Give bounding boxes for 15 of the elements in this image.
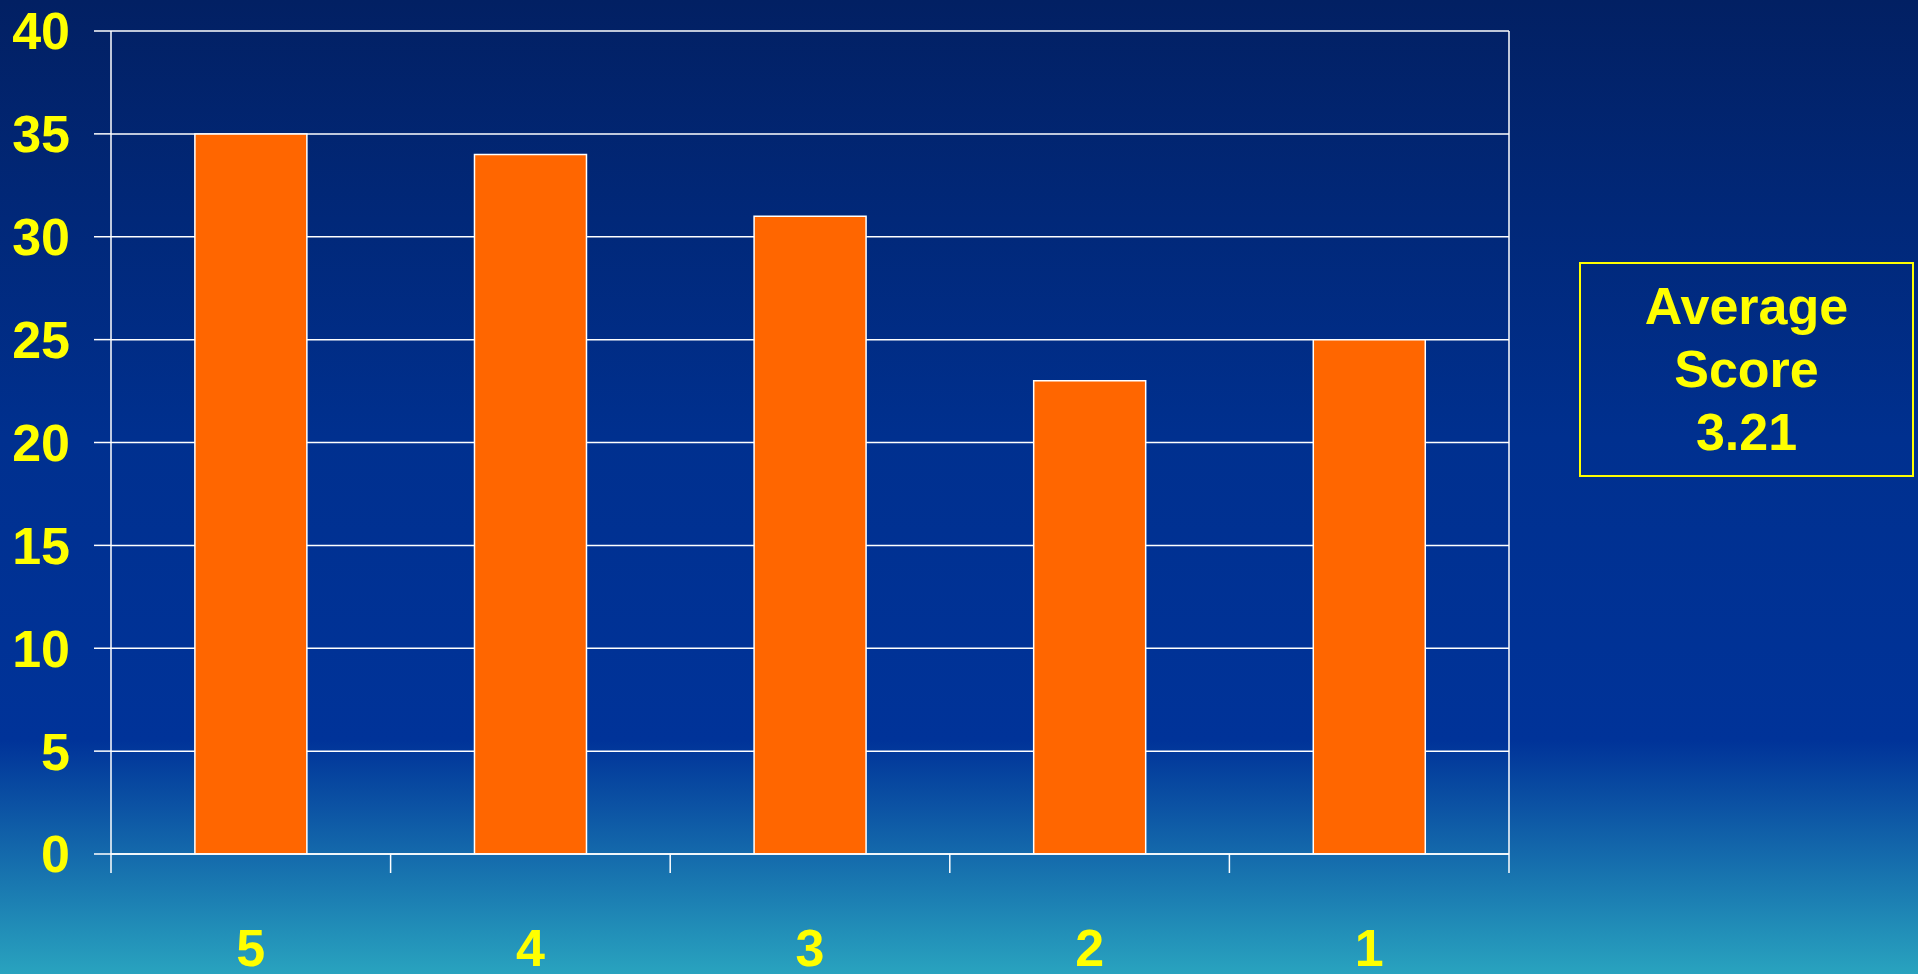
y-tick-label: 35 bbox=[12, 105, 70, 164]
y-tick-label: 5 bbox=[41, 722, 70, 781]
y-tick-label: 15 bbox=[12, 516, 70, 575]
y-tick-label: 40 bbox=[12, 2, 70, 61]
x-tick-label: 2 bbox=[1075, 919, 1105, 974]
x-tick-label: 1 bbox=[1354, 919, 1384, 974]
x-tick-label: 5 bbox=[236, 919, 266, 974]
x-tick-label: 4 bbox=[515, 919, 545, 974]
y-tick-label: 25 bbox=[12, 311, 70, 370]
y-tick-label: 20 bbox=[12, 413, 70, 472]
y-tick-label: 30 bbox=[12, 208, 70, 267]
y-tick-label: 10 bbox=[12, 619, 70, 678]
x-tick-label: 3 bbox=[795, 919, 825, 974]
y-tick-label: 0 bbox=[41, 825, 70, 884]
text: Average Score 3.21 bbox=[1644, 276, 1849, 463]
